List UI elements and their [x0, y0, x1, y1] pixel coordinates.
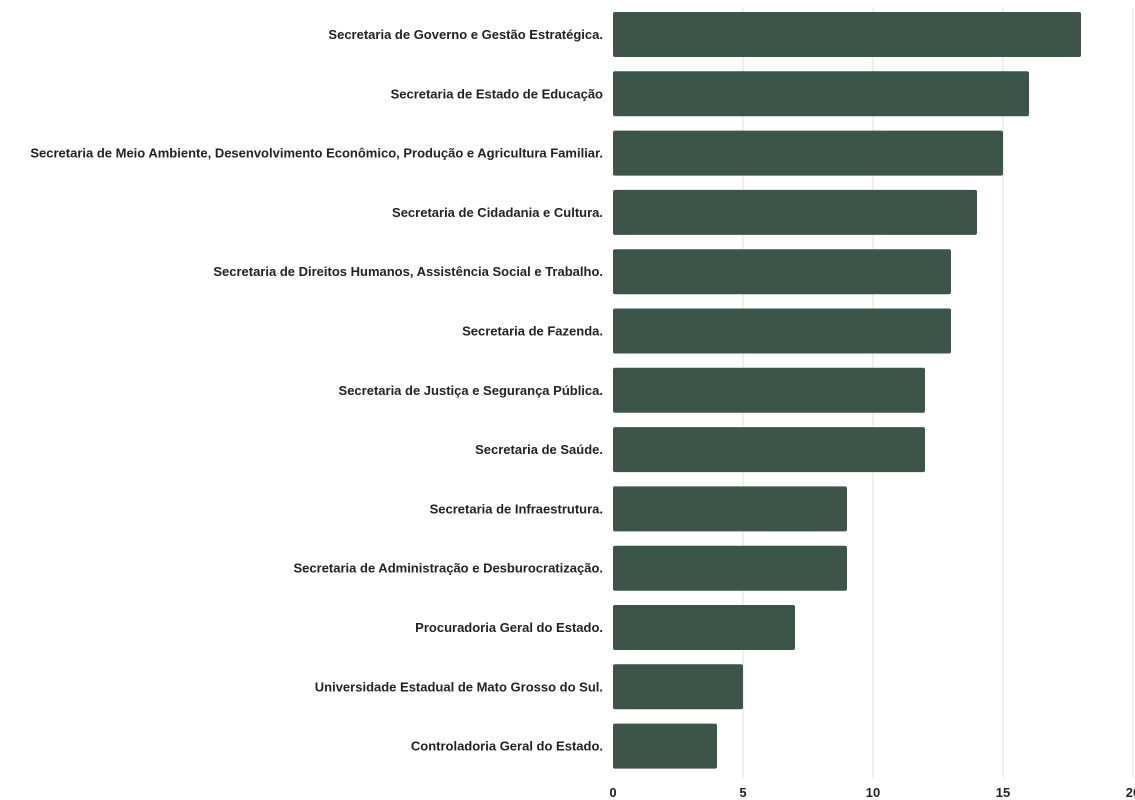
- bar: [613, 664, 743, 710]
- category-label: Universidade Estadual de Mato Grosso do …: [315, 679, 603, 694]
- bar: [613, 130, 1003, 176]
- bar: [613, 486, 847, 532]
- x-tick-label: 20: [1126, 785, 1135, 800]
- category-label: Secretaria de Justiça e Segurança Públic…: [339, 383, 603, 398]
- bar: [613, 189, 977, 235]
- category-labels: Secretaria de Governo e Gestão Estratégi…: [30, 27, 603, 754]
- category-label: Secretaria de Direitos Humanos, Assistên…: [213, 264, 603, 279]
- bar: [613, 723, 717, 769]
- bar: [613, 545, 847, 591]
- bars: [613, 12, 1081, 769]
- bar: [613, 249, 951, 295]
- x-axis-ticks: 0 5 10 15 20: [609, 785, 1135, 800]
- bar: [613, 71, 1029, 117]
- category-label: Secretaria de Estado de Educação: [391, 86, 603, 101]
- x-tick-label: 15: [996, 785, 1010, 800]
- bar: [613, 605, 795, 650]
- category-label: Secretaria de Fazenda.: [462, 324, 603, 339]
- x-tick-label: 10: [866, 785, 880, 800]
- category-label: Secretaria de Saúde.: [475, 442, 603, 457]
- category-label: Secretaria de Governo e Gestão Estratégi…: [328, 27, 603, 42]
- category-label: Secretaria de Meio Ambiente, Desenvolvim…: [30, 146, 603, 161]
- x-tick-label: 5: [739, 785, 746, 800]
- bar: [613, 308, 951, 354]
- bar: [613, 367, 925, 413]
- category-label: Secretaria de Infraestrutura.: [430, 501, 603, 516]
- category-label: Secretaria de Cidadania e Cultura.: [392, 205, 603, 220]
- bar: [613, 12, 1081, 57]
- category-label: Procuradoria Geral do Estado.: [415, 620, 603, 635]
- category-label: Controladoria Geral do Estado.: [411, 739, 603, 754]
- x-tick-label: 0: [609, 785, 616, 800]
- category-label: Secretaria de Administração e Desburocra…: [294, 561, 603, 576]
- bar: [613, 427, 925, 473]
